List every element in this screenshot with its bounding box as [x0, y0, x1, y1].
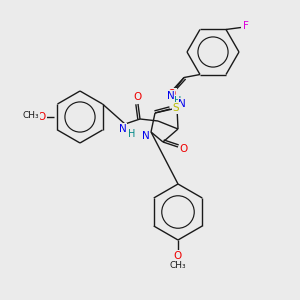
- Text: O: O: [133, 92, 141, 102]
- Text: O: O: [174, 251, 182, 261]
- Text: N: N: [142, 131, 150, 141]
- Text: O: O: [38, 112, 46, 122]
- Text: N: N: [119, 124, 127, 134]
- Text: O: O: [168, 88, 176, 98]
- Text: S: S: [173, 103, 179, 113]
- Text: O: O: [180, 144, 188, 154]
- Text: F: F: [243, 22, 249, 32]
- Text: H: H: [128, 129, 136, 139]
- Text: H: H: [174, 95, 182, 106]
- Text: N: N: [178, 99, 186, 109]
- Text: N: N: [167, 91, 175, 100]
- Text: CH₃: CH₃: [23, 112, 39, 121]
- Text: CH₃: CH₃: [170, 260, 186, 269]
